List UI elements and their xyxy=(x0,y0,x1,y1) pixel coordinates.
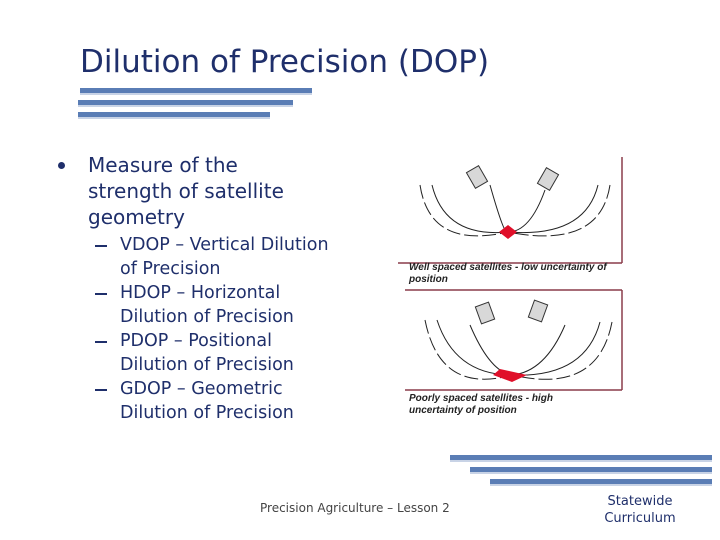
sub-bullet-list: VDOP – Vertical Dilution of Precision HDO… xyxy=(95,233,330,425)
decor-bar xyxy=(490,479,712,484)
bullet-text: Measure of the strength of satellite geo… xyxy=(88,153,284,229)
bullet-marker xyxy=(58,162,65,169)
sub-bullet-text: GDOP – Geometric Dilution of Precision xyxy=(120,379,294,423)
figure-caption: Poorly spaced satellites - high uncertai… xyxy=(409,393,553,416)
sub-bullet-text: PDOP – Positional Dilution of Precision xyxy=(120,331,294,375)
sub-bullet-text: VDOP – Vertical Dilution of Precision xyxy=(120,235,329,279)
sub-bullet-marker xyxy=(95,389,107,391)
slide-title: Dilution of Precision (DOP) xyxy=(80,44,490,80)
footer-right: Statewide Curriculum xyxy=(604,494,676,526)
sub-bullet-marker xyxy=(95,341,107,343)
sub-bullet: PDOP – Positional Dilution of Precision xyxy=(95,329,330,377)
sub-bullet: VDOP – Vertical Dilution of Precision xyxy=(95,233,330,281)
decor-bar xyxy=(450,455,712,460)
figure-caption: Well spaced satellites - low uncertainty… xyxy=(409,262,607,285)
sub-bullet-marker xyxy=(95,245,107,247)
decor-bar xyxy=(78,112,270,117)
sub-bullet: HDOP – Horizontal Dilution of Precision xyxy=(95,281,330,329)
decor-bar xyxy=(80,88,312,93)
sub-bullet-text: HDOP – Horizontal Dilution of Precision xyxy=(120,283,294,327)
footer-center: Precision Agriculture – Lesson 2 xyxy=(260,501,450,515)
sub-bullet: GDOP – Geometric Dilution of Precision xyxy=(95,377,330,425)
decor-bar xyxy=(78,100,293,105)
sub-bullet-marker xyxy=(95,293,107,295)
decor-bar xyxy=(470,467,712,472)
